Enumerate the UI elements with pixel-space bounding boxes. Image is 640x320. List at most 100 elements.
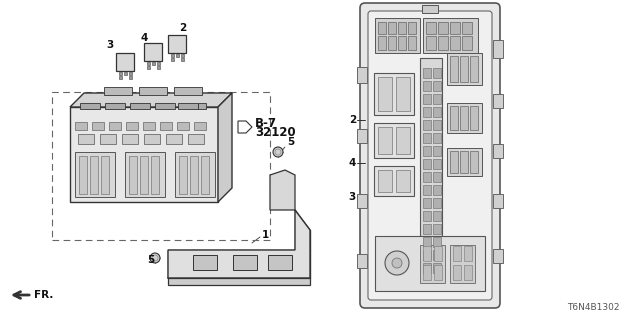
Bar <box>180 54 184 57</box>
Bar <box>423 172 431 182</box>
Bar <box>157 66 159 69</box>
Bar <box>426 22 436 34</box>
Bar <box>450 245 475 283</box>
Bar <box>78 134 94 144</box>
Bar <box>52 92 270 240</box>
Bar <box>174 87 202 95</box>
Bar <box>374 123 414 158</box>
Bar <box>80 103 100 109</box>
Bar <box>100 134 116 144</box>
Text: FR.: FR. <box>34 290 53 300</box>
Bar <box>180 58 184 61</box>
Bar <box>168 35 186 53</box>
Bar <box>378 36 386 50</box>
Bar <box>493 144 503 158</box>
Text: 2: 2 <box>179 23 187 33</box>
Text: 4: 4 <box>349 158 356 168</box>
Text: T6N4B1302: T6N4B1302 <box>568 303 620 312</box>
Bar <box>233 255 257 270</box>
Bar <box>423 18 478 53</box>
Bar <box>104 87 132 95</box>
Bar <box>70 107 218 202</box>
Bar <box>144 134 160 144</box>
Bar <box>433 159 441 169</box>
Bar <box>129 76 131 79</box>
Bar <box>408 36 416 50</box>
Bar <box>147 62 150 65</box>
Bar <box>450 151 458 173</box>
Bar <box>408 22 416 34</box>
Bar <box>434 265 442 280</box>
Bar <box>130 103 150 109</box>
Bar <box>423 120 431 130</box>
Bar <box>470 106 478 130</box>
Bar <box>438 22 448 34</box>
Bar <box>109 122 121 130</box>
Bar <box>433 133 441 143</box>
Bar <box>129 156 137 194</box>
Bar <box>188 134 204 144</box>
Bar <box>92 122 104 130</box>
Bar <box>179 156 187 194</box>
Bar <box>388 22 396 34</box>
Bar <box>177 122 189 130</box>
Bar <box>470 151 478 173</box>
Text: B-7: B-7 <box>255 116 277 130</box>
Bar <box>90 156 98 194</box>
Bar <box>190 156 198 194</box>
Bar <box>426 36 436 50</box>
Bar <box>118 76 122 79</box>
Bar <box>462 22 472 34</box>
Bar <box>433 211 441 221</box>
Bar <box>423 246 431 261</box>
Bar <box>374 73 414 115</box>
Bar <box>129 72 131 75</box>
Circle shape <box>385 251 409 275</box>
Bar <box>447 103 482 133</box>
Bar <box>420 245 445 283</box>
Bar <box>422 5 438 13</box>
Bar <box>433 172 441 182</box>
Bar <box>493 94 503 108</box>
Bar <box>170 54 173 57</box>
Bar <box>433 250 441 260</box>
Polygon shape <box>70 93 232 107</box>
Bar <box>157 62 159 65</box>
Bar <box>357 194 367 208</box>
Text: 3: 3 <box>349 192 356 202</box>
Bar <box>453 265 461 280</box>
Bar <box>75 152 115 197</box>
Bar <box>493 249 503 263</box>
Bar <box>122 134 138 144</box>
Bar <box>178 103 198 109</box>
Bar <box>433 185 441 195</box>
Bar <box>433 198 441 208</box>
Bar <box>460 151 468 173</box>
Bar <box>450 22 460 34</box>
Bar <box>378 77 392 111</box>
Bar <box>423 237 431 247</box>
Bar <box>139 87 167 95</box>
Bar <box>124 72 127 75</box>
Bar <box>423 81 431 91</box>
Bar <box>470 56 478 82</box>
Bar <box>143 122 155 130</box>
Polygon shape <box>218 93 232 202</box>
Bar <box>151 156 159 194</box>
Bar <box>357 254 367 268</box>
Bar <box>433 263 441 273</box>
Text: 3: 3 <box>106 40 114 50</box>
Bar <box>433 94 441 104</box>
Bar <box>388 36 396 50</box>
Bar <box>493 40 503 58</box>
Bar <box>144 43 162 61</box>
Bar <box>396 170 410 192</box>
Bar <box>101 156 109 194</box>
Bar <box>155 103 175 109</box>
Bar <box>423 68 431 78</box>
Bar <box>433 68 441 78</box>
Bar <box>398 36 406 50</box>
Bar <box>423 198 431 208</box>
Bar <box>450 56 458 82</box>
Bar <box>175 152 215 197</box>
